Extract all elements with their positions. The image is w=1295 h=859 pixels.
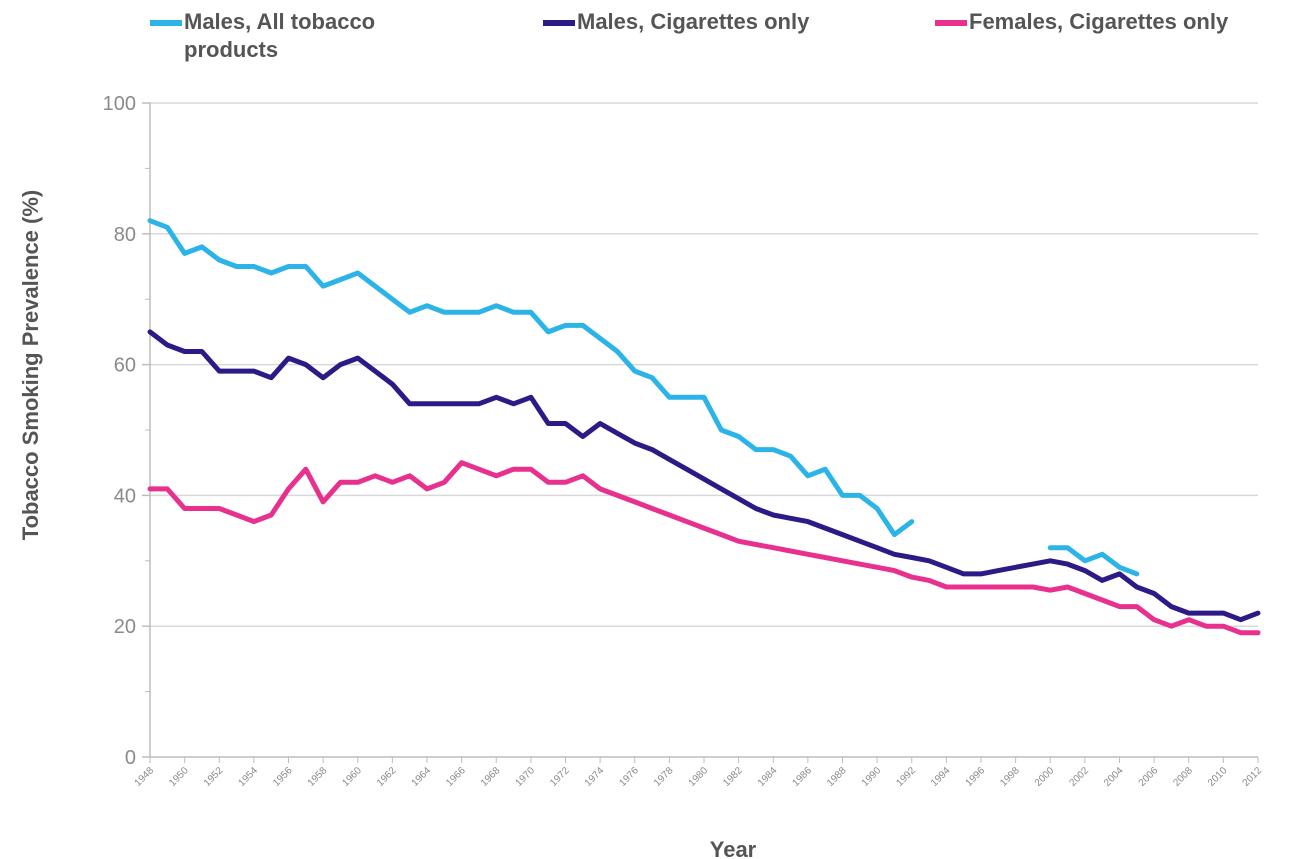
y-tick-label-60: 60 [114,355,136,377]
series-line-2-segment-0 [147,460,1261,636]
series-line-0-segment-0 [147,218,915,538]
x-tick-label-2010: 2010 [1206,765,1230,789]
legend-swatch-males-cigarettes [543,20,575,26]
x-tick-label-1974: 1974 [583,765,607,789]
x-tick-label-1994: 1994 [929,765,953,789]
x-tick-label-1972: 1972 [548,765,572,789]
x-tick-label-1954: 1954 [236,765,260,789]
series-line-1-segment-0 [147,329,1261,623]
x-tick-label-1978: 1978 [652,765,676,789]
x-tick-label-2000: 2000 [1033,765,1057,789]
x-tick-label-1956: 1956 [271,765,295,789]
legend-item-males-cigarettes: Males, Cigarettes only [543,8,809,36]
y-tick-label-100: 100 [103,93,136,115]
x-axis-title: Year [710,837,757,859]
y-axis-title: Tobacco Smoking Prevalence (%) [18,190,43,540]
x-tick-label-1992: 1992 [894,765,918,789]
gridlines [150,102,1258,627]
x-tick-label-1948: 1948 [133,765,157,789]
x-tick-label-2006: 2006 [1137,765,1161,789]
axes [149,103,1258,758]
x-axis-ticks: 1948 1950 1952 1954 1956 1958 1960 1962 1964 1966… [133,757,1265,789]
x-tick-label-2004: 2004 [1102,765,1126,789]
x-tick-label-1990: 1990 [860,765,884,789]
legend-label-males-all-tobacco: Males, All tobacco products [184,9,376,62]
legend-item-males-all-tobacco: Males, All tobacco products [150,8,454,64]
chart-legend: Males, All tobacco products Males, Cigar… [0,8,1295,68]
x-tick-label-1986: 1986 [790,765,814,789]
x-tick-label-2012: 2012 [1241,765,1265,789]
legend-swatch-males-all-tobacco [150,20,182,26]
x-tick-label-1988: 1988 [825,765,849,789]
x-tick-label-1980: 1980 [687,765,711,789]
x-tick-label-1950: 1950 [167,765,191,789]
x-tick-label-1958: 1958 [306,765,330,789]
x-tick-label-2008: 2008 [1171,765,1195,789]
y-tick-label-80: 80 [114,224,136,246]
x-tick-label-1966: 1966 [444,765,468,789]
x-tick-label-1960: 1960 [340,765,364,789]
legend-swatch-females-cigarettes [935,20,967,26]
y-tick-label-40: 40 [114,485,136,507]
x-tick-label-1962: 1962 [375,765,399,789]
legend-item-females-cigarettes: Females, Cigarettes only [935,8,1228,36]
x-tick-label-1982: 1982 [721,765,745,789]
x-tick-label-1976: 1976 [617,765,641,789]
series-line-0-segment-1 [1047,545,1140,577]
x-tick-label-1998: 1998 [998,765,1022,789]
series-lines [147,218,1261,636]
legend-label-females-cigarettes: Females, Cigarettes only [969,9,1229,34]
x-tick-label-1984: 1984 [756,765,780,789]
x-tick-label-1996: 1996 [964,765,988,789]
y-tick-label-20: 20 [114,616,136,638]
x-tick-label-1968: 1968 [479,765,503,789]
y-axis-ticks: 0 20 40 60 80 100 [103,93,150,769]
x-tick-label-1970: 1970 [513,765,537,789]
legend-label-males-cigarettes: Males, Cigarettes only [577,9,810,34]
x-tick-label-2002: 2002 [1067,765,1091,789]
y-tick-label-0: 0 [125,747,136,769]
x-tick-label-1964: 1964 [410,765,434,789]
x-tick-label-1952: 1952 [202,765,226,789]
